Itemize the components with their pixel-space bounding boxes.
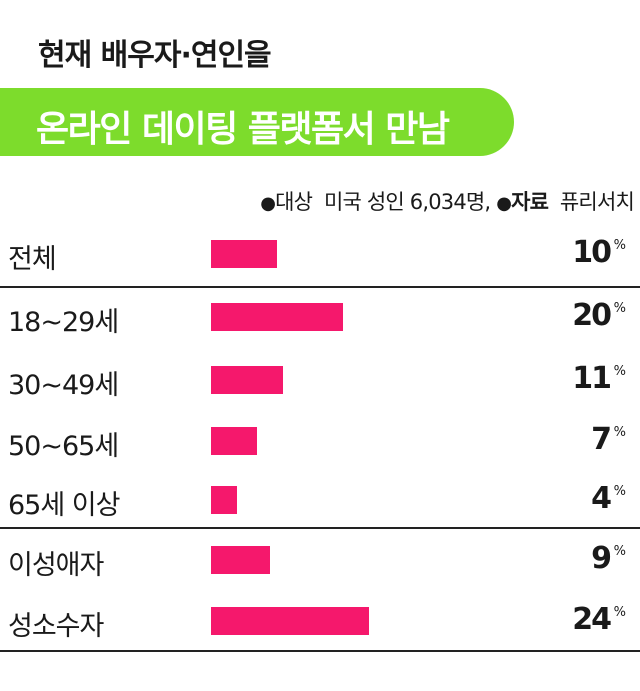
category-label: 18~29세 — [8, 307, 119, 338]
target-label: 대상 — [275, 190, 313, 214]
title-highlight-pill — [0, 88, 514, 156]
category-label: 30~49세 — [8, 370, 119, 401]
category-label: 50~65세 — [8, 431, 119, 462]
value-label: 24 — [572, 602, 612, 637]
unit-label: % — [613, 425, 626, 440]
category-label: 65세 이상 — [8, 490, 120, 521]
title-line-2: 온라인 데이팅 플랫폼서 만남 — [36, 109, 450, 150]
unit-label: % — [613, 544, 626, 559]
value-label: 10 — [572, 235, 612, 270]
row-divider — [0, 286, 640, 288]
bar — [211, 240, 277, 268]
unit-label: % — [613, 605, 626, 620]
bar — [211, 366, 284, 394]
bar — [211, 486, 238, 514]
value-label: 20 — [572, 298, 612, 333]
value-label: 11 — [572, 361, 612, 396]
row-divider — [0, 650, 640, 652]
source-note: ●대상 미국 성인 6,034명, ●자료 퓨리서치 — [260, 186, 635, 216]
category-label: 성소수자 — [8, 611, 104, 642]
bar — [211, 303, 343, 331]
bar — [211, 546, 271, 574]
row-divider — [0, 527, 640, 529]
value-label: 7 — [591, 422, 612, 457]
category-label: 전체 — [8, 244, 57, 275]
value-label: 4 — [591, 481, 612, 516]
bar — [211, 607, 369, 635]
title-line-1: 현재 배우자·연인을 — [38, 38, 272, 73]
source-label: 자료 — [511, 190, 549, 214]
unit-label: % — [613, 364, 626, 379]
value-label: 9 — [591, 541, 612, 576]
target-value: 미국 성인 6,034명, — [323, 190, 491, 214]
bullet-icon: ● — [496, 193, 512, 214]
source-value: 퓨리서치 — [559, 190, 635, 214]
category-label: 이성애자 — [8, 550, 104, 581]
bar — [211, 427, 258, 455]
unit-label: % — [613, 238, 626, 253]
unit-label: % — [613, 484, 626, 499]
unit-label: % — [613, 301, 626, 316]
bullet-icon: ● — [260, 193, 276, 214]
